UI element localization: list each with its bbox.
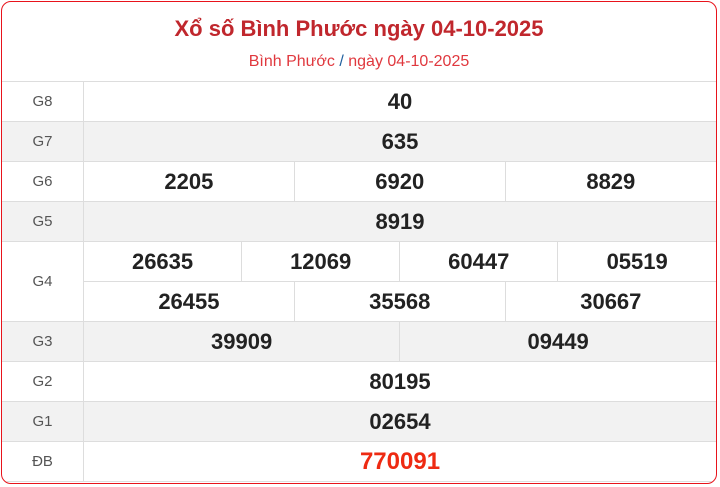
- table-row: G2 80195: [2, 361, 716, 402]
- prize-label: G8: [2, 82, 84, 122]
- table-row: G5 8919: [2, 201, 716, 242]
- table-row: G8 40: [2, 82, 716, 122]
- page-title: Xổ số Bình Phước ngày 04-10-2025: [174, 16, 544, 41]
- prize-number: 26455: [83, 281, 295, 322]
- prize-label: ĐB: [2, 441, 84, 482]
- table-row: G1 02654: [2, 401, 716, 442]
- prize-number: 30667: [504, 281, 716, 322]
- prize-number: 40: [83, 82, 716, 122]
- prize-number: 2205: [83, 161, 295, 202]
- prize-label: G5: [2, 201, 84, 242]
- table-row: G3 39909 09449: [2, 321, 716, 362]
- prize-number: 8829: [504, 161, 716, 202]
- breadcrumb-date[interactable]: ngày 04-10-2025: [348, 53, 470, 70]
- prize-label: G3: [2, 321, 84, 362]
- prize-number: 39909: [82, 321, 401, 362]
- prize-number: 60447: [399, 241, 559, 282]
- table-row: G4 26635 12069 60447 05519: [2, 241, 716, 322]
- results-table: G8 40 G7 635 G6 2205 6920 8829 G5 8919 G4 26635…: [2, 82, 716, 482]
- prize-label: G1: [2, 401, 84, 442]
- prize-number: 26635: [82, 241, 243, 282]
- prize-number: 05519: [557, 241, 716, 282]
- prize-label: G6: [2, 161, 84, 202]
- table-row: 26455 35568 30667: [2, 281, 716, 322]
- prize-number: 12069: [241, 241, 401, 282]
- special-prize-number: 770091: [83, 441, 716, 482]
- prize-label: G2: [2, 361, 84, 402]
- table-row: G6 2205 6920 8829: [2, 161, 716, 202]
- table-row: ĐB 770091: [2, 441, 716, 482]
- prize-number: 80195: [83, 361, 716, 402]
- prize-label: G4: [2, 241, 84, 322]
- prize-number: 35568: [293, 281, 506, 322]
- prize-label: G7: [2, 121, 84, 162]
- header: Xổ số Bình Phước ngày 04-10-2025 Bình Ph…: [2, 2, 716, 82]
- breadcrumb: Bình Phước / ngày 04-10-2025: [2, 53, 716, 71]
- prize-number: 02654: [83, 401, 716, 442]
- prize-number: 635: [83, 121, 716, 162]
- breadcrumb-province[interactable]: Bình Phước: [248, 53, 335, 70]
- table-row: G7 635: [2, 121, 716, 162]
- prize-number: 8919: [83, 201, 716, 242]
- breadcrumb-separator: /: [339, 53, 344, 70]
- prize-number: 09449: [399, 321, 716, 362]
- prize-number: 6920: [293, 161, 506, 202]
